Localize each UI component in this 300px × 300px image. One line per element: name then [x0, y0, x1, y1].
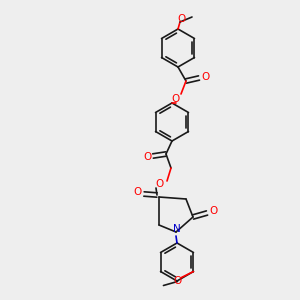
Text: O: O [156, 179, 164, 189]
Text: O: O [172, 94, 180, 104]
Text: O: O [173, 277, 181, 286]
Text: O: O [201, 72, 209, 82]
Text: O: O [178, 14, 186, 24]
Text: N: N [173, 224, 181, 234]
Text: O: O [143, 152, 151, 162]
Text: O: O [134, 187, 142, 197]
Text: O: O [209, 206, 217, 216]
